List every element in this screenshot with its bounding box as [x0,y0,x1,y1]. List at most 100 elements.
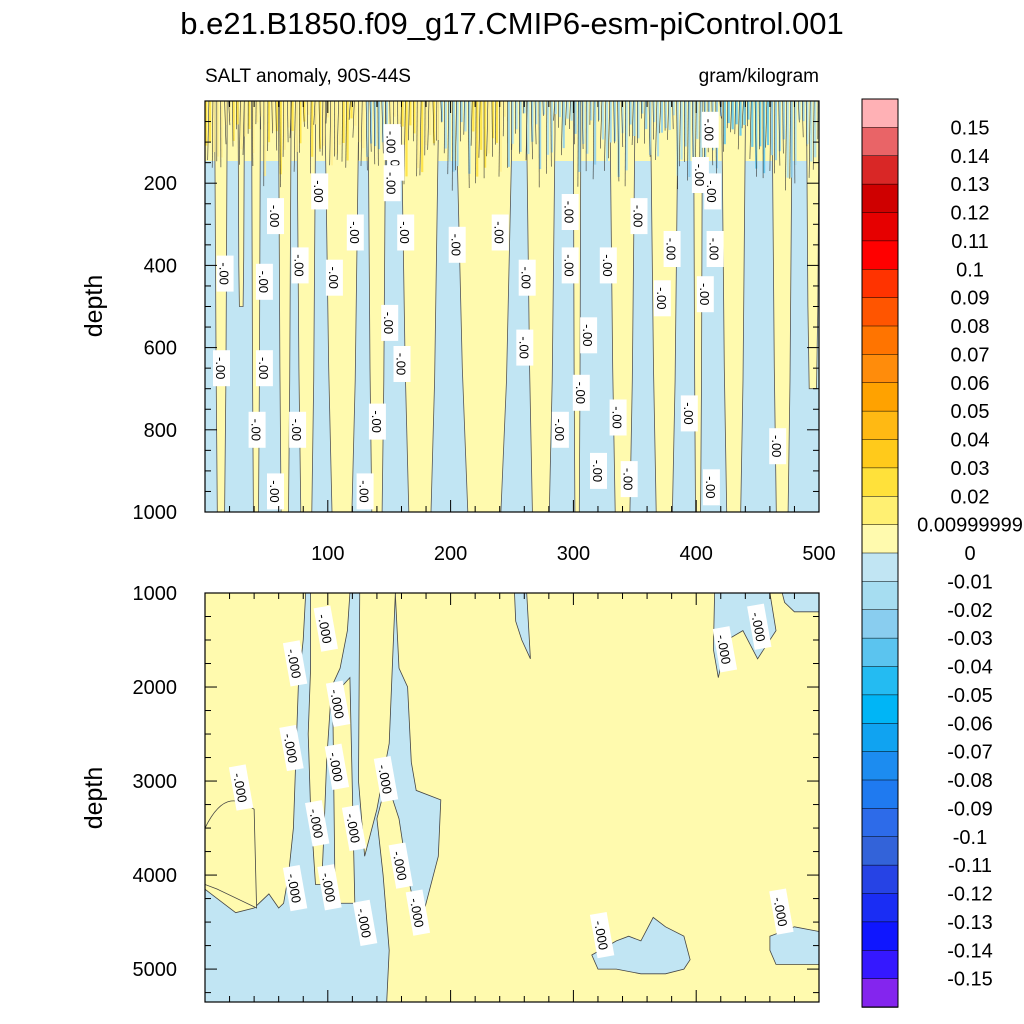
y-tick-label: 1000 [133,583,178,605]
upper-surface-streak [684,101,687,147]
contour-label-background [228,764,254,811]
x-tick-label: 100 [311,543,344,565]
contour-label-text: -.00 [357,480,372,502]
contour-label-text: -.00 [326,266,341,288]
contour-label: -.00 [291,247,309,284]
upper-contour-line [271,101,273,134]
colorbar-segment [861,325,899,356]
contour-label: -.00 [551,411,569,448]
upper-surface-streak [444,101,447,149]
colorbar-segment [861,723,899,753]
upper-axis-ticks: 200 400 600 800 1000 100 200 300 400 500 [133,100,836,565]
upper-surface-streak [417,101,420,168]
contour-label-text: -.00 [267,480,282,502]
contour-label: -.00 [653,280,671,317]
contour-label: -.00 [383,165,401,202]
contour-label: -.00 [620,461,638,498]
contour-label: -.00 [393,346,411,382]
upper-contour-line [617,101,620,182]
contour-label: -.000 [712,626,738,673]
upper-surface-streak [782,101,785,140]
upper-surface-streak [621,101,624,134]
colorbar-segment [861,978,899,1008]
upper-contour-line [692,101,694,165]
upper-contour-line [754,101,757,177]
upper-surface-streak [613,101,616,142]
upper-surface-streak [511,101,514,144]
upper-surface-streak [645,101,648,130]
contour-label-background [255,350,273,387]
colorbar-label: -0.01 [947,571,993,593]
contour-label-background [712,626,738,673]
colorbar-label: 0.05 [951,401,990,423]
upper-surface-streak [271,101,274,131]
colorbar-segment [861,240,899,271]
upper-contour-line [282,101,284,157]
contour-label-text: -.00 [631,205,646,227]
upper-surface-streak [554,101,557,115]
contour-label-text: -.00 [347,221,362,243]
contour-label: -.000 [228,764,254,811]
upper-surface-streak [260,101,263,117]
upper-surface-streak [389,101,392,147]
upper-surface-streak [653,101,656,123]
upper-contour-line [443,101,445,154]
contour-label-text: -.00 [267,205,282,227]
contour-label-text: -.000 [230,772,250,804]
upper-contour-line [534,101,537,145]
contour-label: -.00 [368,403,386,440]
contour-label: -.00 [561,247,579,284]
colorbar-segment [861,524,899,554]
contour-label-text: -.00 [256,271,271,293]
upper-surface-streak [535,101,538,125]
upper-surface-streak [802,101,805,122]
upper-surface-streak [448,101,451,162]
upper-surface-streak [731,101,734,130]
upper-panel: -.00 -.00 -.00 -.00 -.00 -.00 -.00 -.00 -.00 -.00… [80,100,836,565]
contour-label: -.000 [405,889,431,936]
lower-negative-region [781,593,819,613]
colorbar-segment [861,836,899,866]
upper-contour-line [468,101,470,189]
upper-surface-streak [700,101,703,176]
upper-surface-streak [232,101,235,141]
contour-label: -.00 [609,399,627,436]
upper-surface-streak [625,101,628,171]
upper-contour-line [329,101,331,166]
y-tick-label: 400 [144,255,177,277]
lower-panel-frame [204,592,820,1003]
upper-surface-streak [236,101,239,125]
upper-surface-streak [676,101,679,176]
upper-surface-streak [452,101,455,172]
upper-surface-streak [425,101,428,146]
upper-surface-streak [641,101,644,114]
contour-label-text: -.000 [284,872,304,904]
contour-label: -.00 [397,214,415,251]
upper-contour-line [613,101,615,144]
upper-contour-line [475,101,477,184]
lower-contour-labels: -.000 -.000 -.000 -.000 -.000 -.000 -.000 -.000… [228,603,794,959]
contour-label: -.00 [680,395,698,432]
upper-contour-line [798,101,800,123]
upper-contour-line [648,101,651,157]
upper-positive-region [324,101,359,512]
lower-panel: -.000 -.000 -.000 -.000 -.000 -.000 -.000 -.000… [80,583,820,1003]
contour-label: -.00 [255,350,273,387]
colorbar-frame [861,98,899,1008]
contour-label: -.00 [448,226,466,263]
contour-label-background [397,214,415,251]
upper-surface-streak [790,101,793,178]
upper-contour-line [455,101,457,171]
colorbar-label: -0.02 [947,600,993,622]
contour-label-background [663,231,681,267]
contour-label: -.000 [305,800,330,847]
contour-label-background [324,743,350,790]
x-tick-label: 400 [680,543,713,565]
x-tick-label: 300 [557,543,590,565]
contour-label: -.00 [518,259,536,296]
contour-label: -.00 [516,329,534,366]
upper-surface-streak [374,101,377,147]
upper-surface-streak [770,101,774,156]
contour-label: -.00 [346,214,364,251]
contour-label-background [405,889,431,936]
